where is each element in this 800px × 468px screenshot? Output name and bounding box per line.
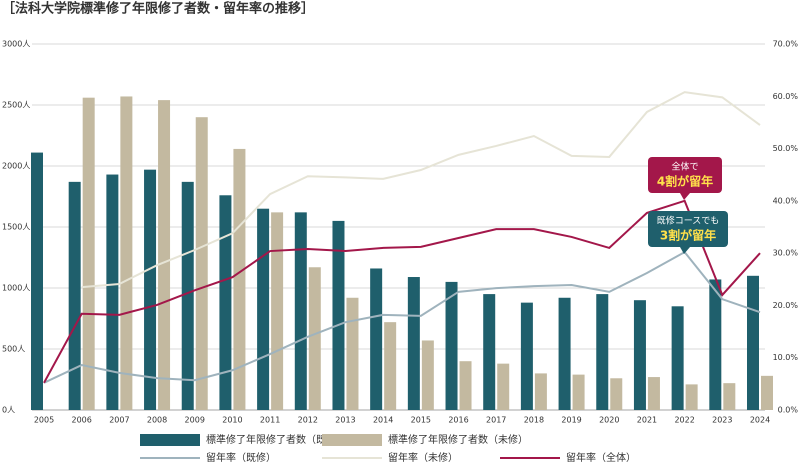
callout-total: 全体で 4割が留年 xyxy=(648,157,722,200)
legend-swatch xyxy=(322,434,382,446)
y-tick-label: 1500人 xyxy=(2,223,30,232)
bar xyxy=(257,208,270,410)
bar xyxy=(709,279,722,410)
bar xyxy=(421,340,434,410)
legend-label: 標準修了年限修了者数（既修） xyxy=(206,433,346,446)
x-tick-label: 2019 xyxy=(561,416,581,425)
callout-kishu: 既修コースでも 3割が留年 xyxy=(648,211,728,254)
bar xyxy=(534,373,547,410)
y2-tick-label: 70.0% xyxy=(773,40,799,49)
callout-text: 4割が留年 xyxy=(657,174,713,189)
x-tick-label: 2023 xyxy=(712,416,732,425)
legend-label: 留年率（全体） xyxy=(566,451,636,464)
callout-text: 既修コースでも xyxy=(657,215,720,227)
bar xyxy=(384,322,397,410)
y2-tick-label: 30.0% xyxy=(773,249,799,258)
legend-label: 留年率（未修） xyxy=(388,451,458,464)
bar xyxy=(158,100,171,411)
y2-tick-label: 60.0% xyxy=(773,92,799,101)
bar xyxy=(233,148,246,411)
bar xyxy=(308,267,321,410)
bar xyxy=(219,195,232,410)
x-tick-label: 2024 xyxy=(750,416,770,425)
x-tick-label: 2010 xyxy=(222,416,242,425)
bar xyxy=(346,297,359,410)
callout-box xyxy=(648,211,728,247)
x-tick-label: 2020 xyxy=(599,416,619,425)
chart-title: ［法科大学院標準修了年限修了者数・留年率の推移］ xyxy=(2,1,314,17)
y2-tick-label: 10.0% xyxy=(773,353,799,362)
y-tick-label: 500人 xyxy=(2,345,25,354)
callout-text: 全体で xyxy=(671,161,698,173)
legend-label: 留年率（既修） xyxy=(206,451,276,464)
bar xyxy=(723,383,736,410)
x-tick-label: 2007 xyxy=(109,416,129,425)
bar xyxy=(195,117,208,410)
bar xyxy=(294,212,307,410)
x-tick-label: 2021 xyxy=(637,416,657,425)
bar xyxy=(271,212,284,410)
x-tick-label: 2014 xyxy=(373,416,393,425)
bar xyxy=(671,306,684,410)
y2-tick-label: 0.0% xyxy=(778,406,799,415)
bar xyxy=(82,97,95,411)
bar xyxy=(572,374,585,410)
bar xyxy=(332,220,345,410)
bar xyxy=(761,375,773,410)
bar xyxy=(610,378,623,410)
legend-label: 標準修了年限修了者数（未修） xyxy=(388,433,528,446)
x-tick-label: 2012 xyxy=(298,416,318,425)
bar xyxy=(144,169,157,410)
bar xyxy=(68,181,81,410)
x-tick-label: 2017 xyxy=(486,416,506,425)
bar xyxy=(520,302,533,410)
y-tick-label: 2000人 xyxy=(2,162,30,171)
y-tick-label: 0人 xyxy=(2,406,15,415)
bar xyxy=(747,275,759,410)
y2-tick-label: 20.0% xyxy=(773,301,799,310)
bar xyxy=(31,152,43,410)
bar xyxy=(181,181,194,410)
bar xyxy=(106,174,119,410)
line xyxy=(43,199,761,384)
y2-tick-label: 40.0% xyxy=(773,196,799,205)
x-tick-label: 2011 xyxy=(260,416,280,425)
bar xyxy=(459,361,472,410)
x-tick-label: 2016 xyxy=(448,416,468,425)
x-tick-label: 2013 xyxy=(335,416,355,425)
line xyxy=(43,250,761,384)
y-tick-label: 3000人 xyxy=(2,40,30,49)
y-tick-label: 2500人 xyxy=(2,101,30,110)
x-tick-label: 2018 xyxy=(524,416,544,425)
callout-pointer xyxy=(680,193,690,200)
x-tick-label: 2022 xyxy=(674,416,694,425)
bar xyxy=(685,384,698,410)
y-tick-label: 1000人 xyxy=(2,284,30,293)
x-tick-label: 2006 xyxy=(72,416,92,425)
bar xyxy=(483,294,496,410)
bar xyxy=(647,377,660,410)
callout-text: 3割が留年 xyxy=(660,228,716,243)
bar xyxy=(497,363,510,410)
bar xyxy=(596,294,609,410)
x-tick-label: 2015 xyxy=(411,416,431,425)
x-tick-label: 2005 xyxy=(34,416,54,425)
callout-pointer xyxy=(680,247,690,254)
y2-tick-label: 50.0% xyxy=(773,144,799,153)
callout-box xyxy=(648,157,722,193)
bar xyxy=(558,297,571,410)
x-tick-label: 2009 xyxy=(185,416,205,425)
legend-swatch xyxy=(140,434,200,446)
bar xyxy=(120,96,133,411)
x-tick-label: 2008 xyxy=(147,416,167,425)
bar xyxy=(370,268,383,410)
bar xyxy=(633,300,646,410)
line xyxy=(81,91,761,289)
bar xyxy=(407,277,420,410)
bar xyxy=(445,281,458,410)
